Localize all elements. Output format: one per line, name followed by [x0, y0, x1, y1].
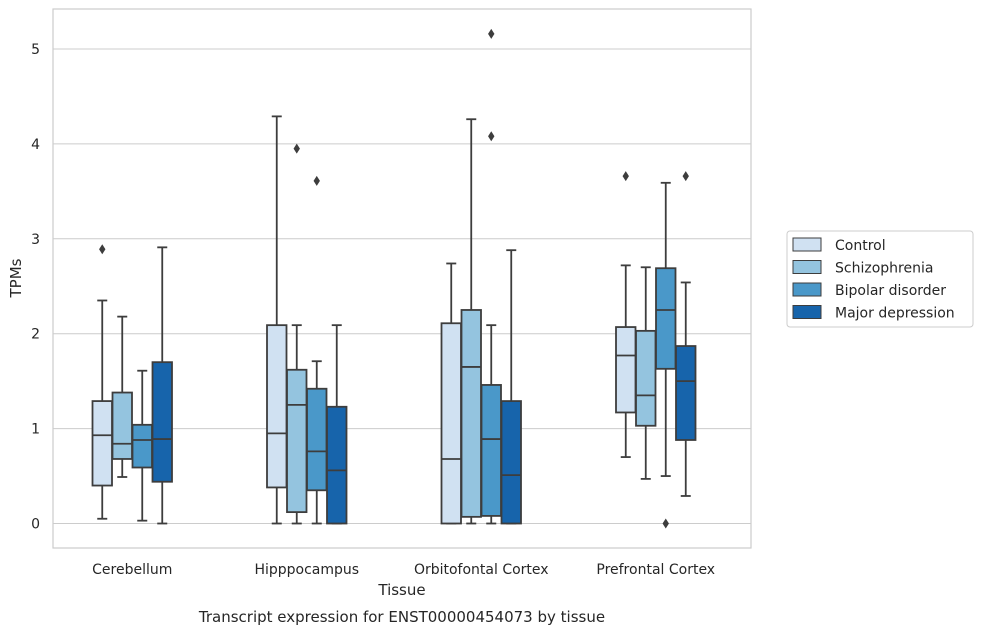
box-bipolar-disorder	[306, 175, 328, 525]
legend-swatch	[792, 237, 822, 252]
box-body	[111, 391, 133, 460]
legend-swatch	[792, 305, 822, 319]
boxes	[91, 28, 697, 529]
legend-swatch	[792, 260, 822, 274]
chart-caption: Transcript expression for ENST0000045407…	[198, 608, 605, 626]
box-major-depression	[675, 171, 697, 497]
legend-frame	[786, 230, 974, 328]
outlier-point	[622, 171, 629, 182]
box-body	[655, 267, 677, 370]
legend-label: Major depression	[835, 306, 955, 322]
y-tick-labels: 0 1 2 3 4 5	[31, 42, 40, 533]
legend-label: Bipolar disorder	[835, 283, 946, 299]
box-schizophrenia	[286, 143, 308, 525]
box-schizophrenia	[460, 118, 482, 525]
outlier-point	[313, 175, 320, 186]
box-control	[615, 171, 637, 458]
box-body	[615, 326, 637, 414]
box-major-depression	[326, 324, 348, 525]
box-bipolar-disorder	[655, 181, 677, 529]
legend-label: Schizophrenia	[835, 261, 933, 277]
y-tick-label: 2	[31, 327, 40, 343]
box-body	[440, 322, 462, 525]
box-body	[500, 400, 522, 525]
legend: Control Schizophrenia Bipolar disorder Majo…	[786, 230, 974, 328]
legend-label: Control	[835, 238, 886, 254]
box-control	[91, 244, 113, 520]
box-body	[306, 387, 328, 492]
box-schizophrenia	[635, 266, 657, 480]
x-tick-label: Orbitofontal Cortex	[414, 562, 549, 578]
box-control	[266, 115, 288, 525]
box-body	[635, 329, 657, 427]
y-tick-label: 0	[31, 517, 40, 533]
y-tick-label: 1	[31, 422, 40, 438]
x-tick-label: Cerebellum	[92, 562, 172, 578]
y-tick-label: 5	[31, 42, 40, 58]
box-body	[480, 384, 502, 517]
box-body	[675, 345, 697, 441]
x-tick-label: Hipppocampus	[254, 562, 359, 578]
box-major-depression	[500, 249, 522, 525]
box-major-depression	[151, 246, 173, 525]
box-body	[266, 324, 288, 489]
box-body	[131, 423, 153, 469]
outlier-point	[682, 171, 689, 182]
legend-swatch	[792, 282, 822, 297]
x-axis-title: Tissue	[377, 581, 425, 599]
box-body	[326, 405, 348, 525]
y-axis-title: TPMs	[7, 258, 25, 298]
box-bipolar-disorder	[480, 28, 502, 525]
box-bipolar-disorder	[131, 369, 153, 522]
outlier-point	[293, 143, 300, 154]
box-body	[286, 368, 308, 514]
outlier-point	[488, 28, 495, 39]
x-tick-label: Prefrontal Cortex	[596, 562, 715, 578]
box-body	[460, 309, 482, 518]
box-body	[151, 361, 173, 483]
x-tick-labels: Cerebellum Hipppocampus Orbitofontal Corte…	[92, 562, 715, 578]
box-body	[91, 400, 113, 487]
outlier-point	[488, 131, 495, 142]
y-tick-label: 3	[31, 232, 40, 248]
outlier-point	[662, 518, 669, 529]
box-schizophrenia	[111, 315, 133, 478]
y-tick-label: 4	[31, 137, 40, 153]
plot-frame	[52, 8, 752, 549]
box-control	[440, 262, 462, 525]
outlier-point	[99, 244, 106, 255]
